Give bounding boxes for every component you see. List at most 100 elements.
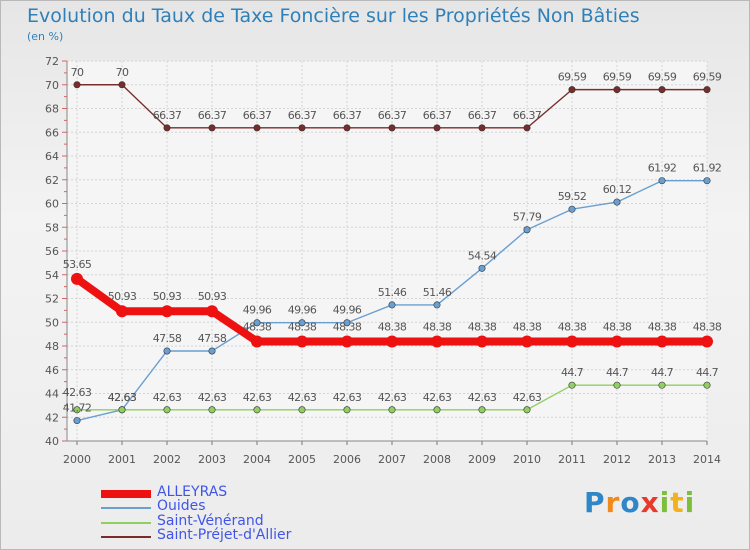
legend-label: ALLEYRAS bbox=[157, 484, 228, 500]
data-point bbox=[73, 406, 81, 414]
x-tick-label: 2009 bbox=[468, 453, 496, 466]
data-point bbox=[568, 205, 576, 213]
data-label: 50.93 bbox=[108, 290, 137, 303]
y-tick-label: 42 bbox=[45, 411, 59, 424]
data-point bbox=[433, 301, 441, 309]
data-point bbox=[613, 198, 621, 206]
data-label: 44.7 bbox=[606, 366, 629, 379]
data-label: 66.37 bbox=[378, 109, 407, 122]
data-label: 42.63 bbox=[63, 386, 92, 399]
data-label: 66.37 bbox=[198, 109, 227, 122]
x-tick-label: 2005 bbox=[288, 453, 316, 466]
data-point bbox=[73, 81, 81, 89]
data-point bbox=[568, 86, 576, 94]
legend-label: Ouides bbox=[157, 498, 206, 515]
data-label: 69.59 bbox=[558, 71, 587, 84]
data-point bbox=[656, 335, 668, 348]
legend-swatch bbox=[101, 521, 151, 524]
y-tick-label: 46 bbox=[45, 364, 59, 377]
legend-label: Saint-Vénérand bbox=[157, 512, 264, 529]
data-label: 57.79 bbox=[513, 211, 542, 224]
data-point bbox=[298, 406, 306, 414]
data-point bbox=[251, 335, 263, 348]
data-point bbox=[478, 124, 486, 132]
y-tick-label: 56 bbox=[45, 245, 59, 258]
data-label: 48.38 bbox=[423, 320, 452, 333]
data-point bbox=[253, 319, 261, 327]
data-label: 47.58 bbox=[198, 332, 227, 345]
data-label: 42.63 bbox=[513, 391, 542, 404]
data-point bbox=[478, 264, 486, 272]
data-label: 42.63 bbox=[288, 391, 317, 404]
data-label: 69.59 bbox=[693, 71, 722, 84]
data-point bbox=[298, 124, 306, 132]
data-label: 60.12 bbox=[603, 183, 632, 196]
data-label: 42.63 bbox=[333, 391, 362, 404]
data-point bbox=[206, 305, 218, 318]
data-point bbox=[296, 335, 308, 348]
data-label: 49.96 bbox=[333, 304, 362, 317]
data-label: 66.37 bbox=[243, 109, 272, 122]
data-label: 48.38 bbox=[513, 320, 542, 333]
data-point bbox=[208, 347, 216, 355]
data-point bbox=[521, 335, 533, 348]
data-label: 47.58 bbox=[153, 332, 182, 345]
logo-letter: i bbox=[659, 486, 671, 519]
data-point bbox=[163, 347, 171, 355]
data-point bbox=[71, 272, 83, 285]
data-label: 42.63 bbox=[423, 391, 452, 404]
y-tick-label: 64 bbox=[45, 150, 59, 163]
data-label: 66.37 bbox=[333, 109, 362, 122]
legend-swatch bbox=[101, 490, 151, 498]
data-label: 70 bbox=[116, 66, 129, 79]
data-label: 69.59 bbox=[648, 71, 677, 84]
y-tick-label: 70 bbox=[45, 79, 59, 92]
chart-title: Evolution du Taux de Taxe Foncière sur l… bbox=[27, 5, 640, 27]
legend-swatch bbox=[101, 535, 151, 538]
data-point bbox=[611, 335, 623, 348]
proxiti-logo: Proxiti bbox=[584, 486, 695, 519]
data-point bbox=[343, 124, 351, 132]
y-tick-label: 58 bbox=[45, 221, 59, 234]
y-tick-label: 72 bbox=[45, 55, 59, 68]
data-label: 50.93 bbox=[198, 290, 227, 303]
data-label: 66.37 bbox=[153, 109, 182, 122]
data-label: 61.92 bbox=[693, 162, 722, 175]
data-label: 66.37 bbox=[468, 109, 497, 122]
data-label: 49.96 bbox=[288, 304, 317, 317]
data-point bbox=[208, 124, 216, 132]
data-label: 48.38 bbox=[648, 320, 677, 333]
data-point bbox=[343, 319, 351, 327]
data-point bbox=[658, 86, 666, 94]
data-point bbox=[163, 124, 171, 132]
data-label: 48.38 bbox=[288, 320, 317, 333]
logo-letter: r bbox=[605, 486, 621, 519]
y-tick-label: 50 bbox=[45, 316, 59, 329]
data-point bbox=[118, 81, 126, 89]
data-point bbox=[566, 335, 578, 348]
data-label: 51.46 bbox=[378, 286, 407, 299]
x-tick-label: 2004 bbox=[243, 453, 271, 466]
logo-letter: x bbox=[640, 486, 660, 519]
y-tick-label: 40 bbox=[45, 435, 59, 448]
data-label: 69.59 bbox=[603, 71, 632, 84]
x-tick-label: 2002 bbox=[153, 453, 181, 466]
data-label: 42.63 bbox=[108, 391, 137, 404]
logo-letter: o bbox=[620, 486, 641, 519]
logo-letter: P bbox=[584, 486, 606, 519]
data-point bbox=[658, 177, 666, 185]
data-label: 42.63 bbox=[198, 391, 227, 404]
data-label: 54.54 bbox=[468, 249, 497, 262]
data-point bbox=[341, 335, 353, 348]
data-point bbox=[386, 335, 398, 348]
data-label: 49.96 bbox=[243, 304, 272, 317]
data-label: 59.52 bbox=[558, 190, 587, 203]
y-tick-label: 48 bbox=[45, 340, 59, 353]
data-point bbox=[253, 406, 261, 414]
legend-label: Saint-Préjet-d'Allier bbox=[157, 526, 292, 543]
x-tick-label: 2006 bbox=[333, 453, 361, 466]
data-point bbox=[388, 124, 396, 132]
x-tick-label: 2014 bbox=[693, 453, 721, 466]
data-label: 66.37 bbox=[288, 109, 317, 122]
